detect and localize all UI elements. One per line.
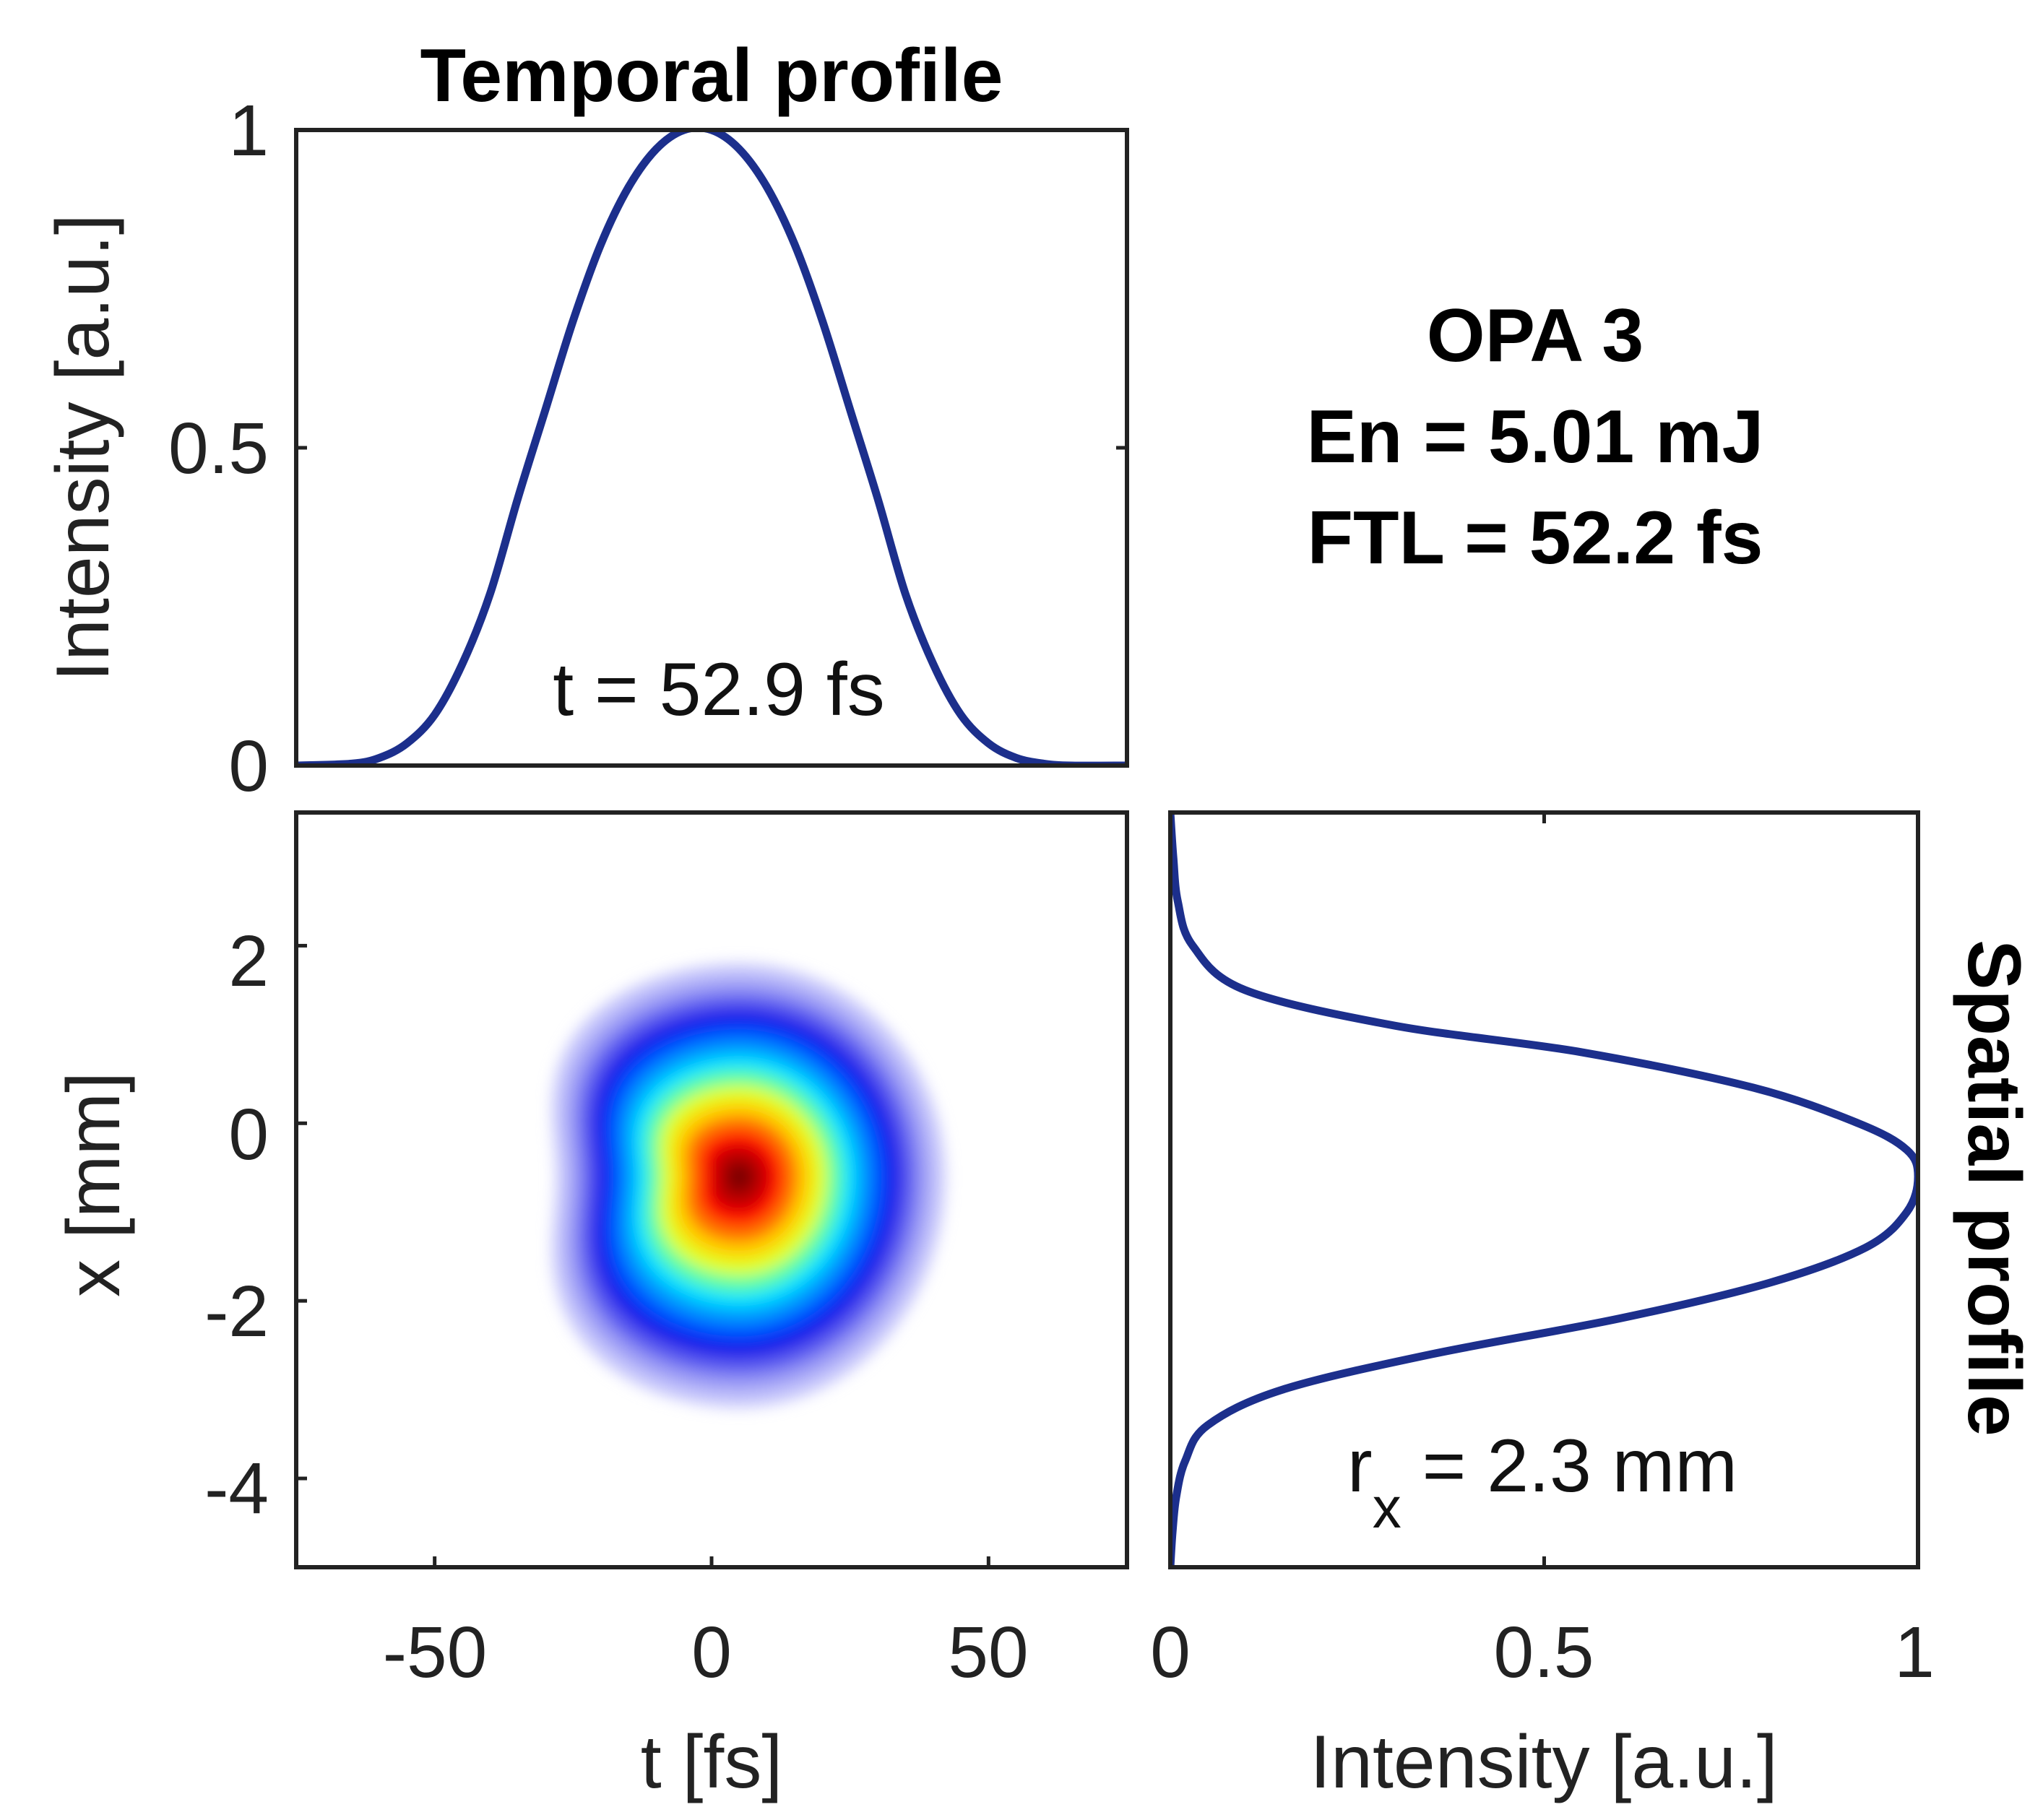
heatmap-xtick-neg50: -50 [383, 1612, 488, 1693]
spatial-annotation-suffix: = 2.3 mm [1401, 1424, 1737, 1508]
heatmap-image [552, 963, 946, 1408]
spatial-title: Spatial profile [1952, 940, 2036, 1436]
spatial-annotation-prefix: r [1347, 1424, 1373, 1508]
heatmap-xlabel: t [fs] [641, 1720, 782, 1804]
temporal-ylabel: Intensity [a.u.] [41, 214, 125, 681]
heatmap-ytick-neg2: -2 [204, 1271, 269, 1352]
heatmap-level-13 [725, 1161, 754, 1193]
spatial-xtick-0.5: 0.5 [1493, 1612, 1594, 1693]
info-block: OPA 3 En = 5.01 mJ FTL = 52.2 fs [1306, 294, 1763, 580]
heatmap-xtick-0: 0 [691, 1612, 732, 1693]
spatial-annotation: rx = 2.3 mm [1347, 1424, 1737, 1540]
heatmap-ytick-2: 2 [228, 921, 269, 1002]
info-line2: En = 5.01 mJ [1306, 395, 1763, 479]
heatmap-ytick-neg4: -4 [204, 1448, 269, 1529]
temporal-title: Temporal profile [420, 34, 1003, 118]
spatial-panel: 0 0.5 1 Intensity [a.u.] Spatial profile… [1150, 810, 2036, 1804]
heatmap-ylabel: x [mm] [52, 1072, 136, 1297]
heatmap-ytick-0: 0 [228, 1094, 269, 1175]
temporal-ytick-0: 0 [228, 726, 269, 807]
temporal-annotation: t = 52.9 fs [553, 648, 885, 732]
info-line3: FTL = 52.2 fs [1307, 496, 1763, 580]
temporal-panel: Temporal profile 0 0.5 1 Intensity [a.u.… [41, 34, 1129, 807]
heatmap-xtick-50: 50 [948, 1612, 1028, 1693]
temporal-curve [296, 130, 1127, 766]
spatial-xlabel: Intensity [a.u.] [1310, 1720, 1777, 1804]
temporal-ytick-0.5: 0.5 [168, 408, 269, 489]
temporal-ytick-1: 1 [228, 90, 269, 171]
spatial-xtick-0: 0 [1150, 1612, 1191, 1693]
spatial-xtick-1: 1 [1894, 1612, 1935, 1693]
info-line1: OPA 3 [1427, 294, 1644, 378]
heatmap-panel: 2 0 -2 -4 -50 0 50 t [fs] x [mm] [52, 810, 1129, 1804]
spatial-annotation-subscript: x [1373, 1476, 1401, 1540]
